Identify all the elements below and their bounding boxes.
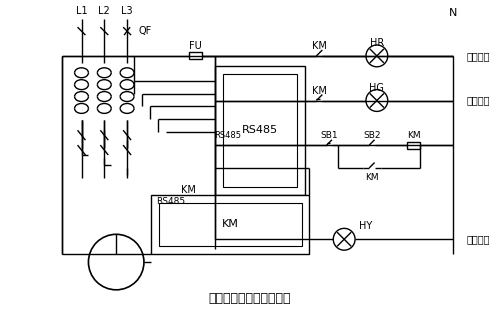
Text: HG: HG xyxy=(370,83,384,93)
Text: 停止指示: 停止指示 xyxy=(466,95,489,106)
Text: KM: KM xyxy=(180,185,196,195)
Text: L3: L3 xyxy=(122,6,133,16)
Bar xyxy=(159,203,302,246)
Text: KM: KM xyxy=(222,219,238,230)
Text: 故障指示: 故障指示 xyxy=(466,234,489,244)
Text: 运行指示: 运行指示 xyxy=(466,51,489,61)
Text: SB1: SB1 xyxy=(320,131,338,140)
Text: HR: HR xyxy=(370,38,384,48)
Text: RS485: RS485 xyxy=(156,197,185,206)
Text: RS485: RS485 xyxy=(242,125,278,135)
Text: KM: KM xyxy=(365,173,378,182)
Text: QF: QF xyxy=(139,26,152,36)
Bar xyxy=(188,52,202,59)
Bar xyxy=(216,66,304,195)
Bar xyxy=(407,142,420,149)
Text: FU: FU xyxy=(189,41,202,51)
Text: 电动机基本保护运行方式: 电动机基本保护运行方式 xyxy=(209,292,291,305)
Text: RS485: RS485 xyxy=(214,131,240,140)
Text: N: N xyxy=(449,8,458,18)
Text: SB2: SB2 xyxy=(363,131,380,140)
Bar xyxy=(223,74,296,187)
Text: KM: KM xyxy=(406,131,420,140)
Text: L2: L2 xyxy=(98,6,110,16)
Text: L1: L1 xyxy=(76,6,88,16)
Text: HY: HY xyxy=(359,221,372,231)
Text: KM: KM xyxy=(312,41,327,51)
Bar xyxy=(151,195,310,254)
Text: KM: KM xyxy=(312,86,327,95)
